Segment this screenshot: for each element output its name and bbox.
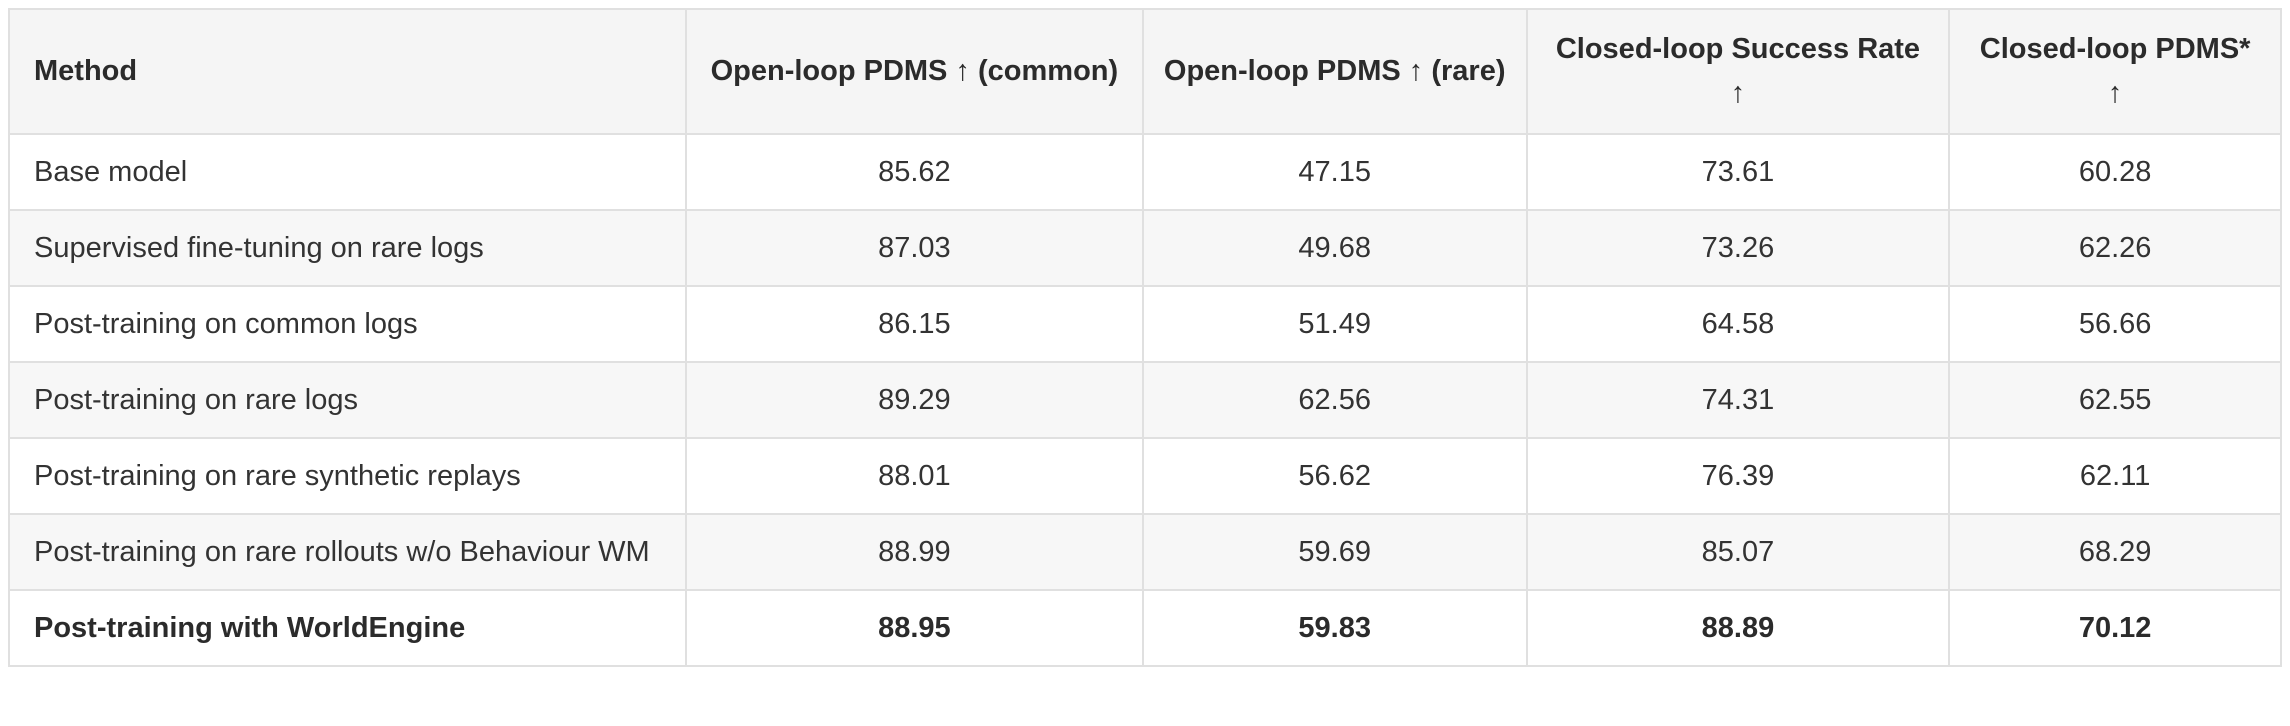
- method-cell: Post-training on rare logs: [7, 361, 688, 440]
- value-cell: 73.26: [1525, 209, 1951, 288]
- method-cell: Post-training on rare rollouts w/o Behav…: [7, 513, 688, 592]
- value-cell: 74.31: [1525, 361, 1951, 440]
- value-cell: 47.15: [1141, 132, 1528, 212]
- value-cell: 88.95: [685, 589, 1144, 668]
- value-cell: 62.11: [1948, 437, 2282, 516]
- col-header-method: Method: [7, 8, 688, 135]
- method-cell: Post-training on rare synthetic replays: [7, 437, 688, 516]
- value-cell: 62.55: [1948, 361, 2282, 440]
- value-cell: 76.39: [1525, 437, 1951, 516]
- value-cell: 60.28: [1948, 132, 2282, 212]
- value-cell: 85.62: [685, 132, 1144, 212]
- value-cell: 88.99: [685, 513, 1144, 592]
- results-table: Method Open-loop PDMS ↑ (common) Open-lo…: [7, 8, 2282, 668]
- value-cell: 73.61: [1525, 132, 1951, 212]
- method-cell: Post-training with WorldEngine: [7, 589, 688, 668]
- table-row-highlight: Post-training with WorldEngine 88.95 59.…: [7, 589, 2282, 668]
- value-cell: 59.83: [1141, 589, 1528, 668]
- table-row: Post-training on rare rollouts w/o Behav…: [7, 513, 2282, 592]
- method-cell: Supervised fine-tuning on rare logs: [7, 209, 688, 288]
- value-cell: 68.29: [1948, 513, 2282, 592]
- value-cell: 64.58: [1525, 285, 1951, 364]
- header-row: Method Open-loop PDMS ↑ (common) Open-lo…: [7, 8, 2282, 135]
- col-header-open-loop-pdms-common: Open-loop PDMS ↑ (common): [685, 8, 1144, 135]
- col-header-closed-loop-success-rate: Closed-loop Success Rate ↑: [1525, 8, 1951, 135]
- table-row: Base model 85.62 47.15 73.61 60.28: [7, 132, 2282, 212]
- value-cell: 49.68: [1141, 209, 1528, 288]
- table-row: Post-training on common logs 86.15 51.49…: [7, 285, 2282, 364]
- value-cell: 51.49: [1141, 285, 1528, 364]
- table-row: Post-training on rare logs 89.29 62.56 7…: [7, 361, 2282, 440]
- method-cell: Post-training on common logs: [7, 285, 688, 364]
- col-header-open-loop-pdms-rare: Open-loop PDMS ↑ (rare): [1141, 8, 1528, 135]
- value-cell: 86.15: [685, 285, 1144, 364]
- table-row: Supervised fine-tuning on rare logs 87.0…: [7, 209, 2282, 288]
- value-cell: 56.62: [1141, 437, 1528, 516]
- table-row: Post-training on rare synthetic replays …: [7, 437, 2282, 516]
- col-header-closed-loop-pdms: Closed-loop PDMS* ↑: [1948, 8, 2282, 135]
- value-cell: 88.89: [1525, 589, 1951, 668]
- value-cell: 62.56: [1141, 361, 1528, 440]
- value-cell: 88.01: [685, 437, 1144, 516]
- value-cell: 62.26: [1948, 209, 2282, 288]
- method-cell: Base model: [7, 132, 688, 212]
- value-cell: 89.29: [685, 361, 1144, 440]
- value-cell: 85.07: [1525, 513, 1951, 592]
- table-body: Base model 85.62 47.15 73.61 60.28 Super…: [7, 132, 2282, 668]
- value-cell: 59.69: [1141, 513, 1528, 592]
- value-cell: 56.66: [1948, 285, 2282, 364]
- value-cell: 70.12: [1948, 589, 2282, 668]
- table-header: Method Open-loop PDMS ↑ (common) Open-lo…: [7, 8, 2282, 135]
- value-cell: 87.03: [685, 209, 1144, 288]
